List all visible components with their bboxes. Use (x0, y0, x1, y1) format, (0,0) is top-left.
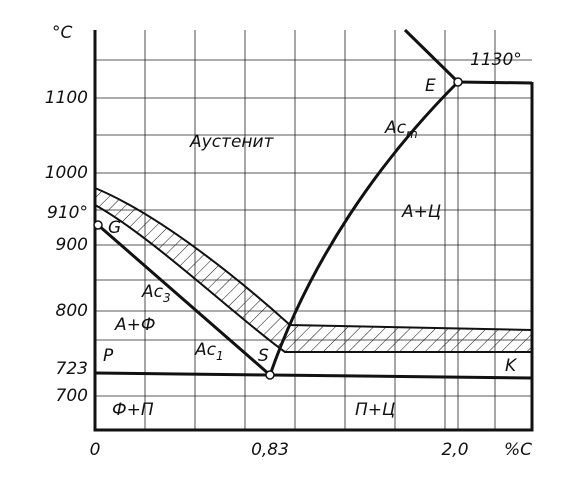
upper-boundary (94, 187, 533, 331)
x-label: 0 (90, 440, 101, 460)
lower-boundary (94, 204, 532, 353)
y-label: 700 (56, 386, 88, 406)
line-label: Acm (384, 118, 418, 141)
point-label: P (103, 346, 114, 366)
hatched-band (95, 188, 532, 352)
region-label: П+Ц (355, 400, 395, 420)
gs-line (97, 223, 271, 377)
line-label: Ac3 (141, 282, 171, 305)
point-label: E (425, 76, 436, 96)
region-label: Ф+П (112, 400, 154, 420)
frame (93, 30, 534, 432)
y-label: 1100 (45, 88, 88, 108)
point-label: S (258, 346, 269, 366)
y-label: 723 (56, 359, 88, 379)
point-s (265, 370, 275, 380)
y-label: 800 (56, 301, 88, 321)
line-label-base: Ac (141, 282, 164, 302)
point-g (93, 220, 103, 230)
line-label-sub: 1 (216, 349, 224, 363)
se-line (268, 80, 460, 376)
y-unit: °C (52, 23, 73, 43)
region-label: А+Ф (114, 315, 156, 335)
line-label-sub: 3 (163, 291, 171, 305)
y-label: 900 (56, 235, 88, 255)
line-label-sub: m (406, 127, 418, 141)
x-label: 2,0 (441, 440, 468, 460)
point-label: K (505, 356, 518, 376)
region-label: Аустенит (189, 132, 275, 152)
line-label-base: Ac (384, 118, 407, 138)
psk-line (94, 371, 533, 380)
x-label: 0,83 (251, 440, 289, 460)
y-label: 1000 (45, 163, 88, 183)
region-label: А+Ц (401, 202, 441, 222)
y-label: 910° (47, 203, 88, 223)
line-label: Ac1 (194, 340, 224, 363)
line-label-base: Ac (194, 340, 217, 360)
x-unit: %C (504, 440, 532, 460)
point-label: G (108, 218, 121, 238)
point-e (453, 77, 463, 87)
temp-label: 1130° (470, 50, 522, 70)
